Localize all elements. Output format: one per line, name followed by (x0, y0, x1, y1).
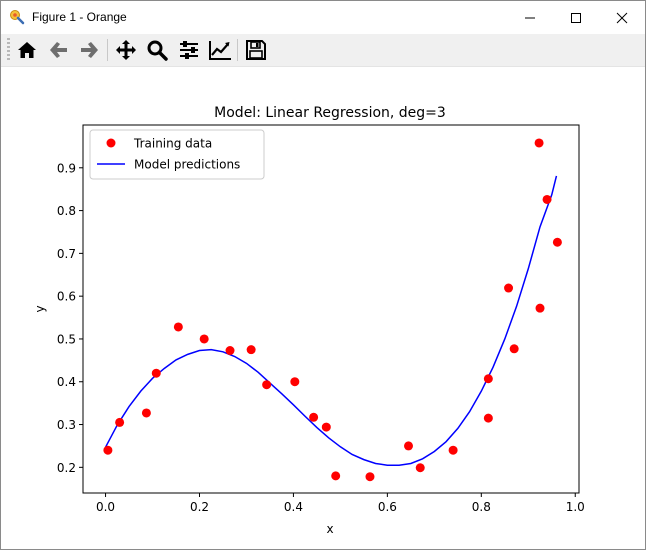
scatter-point (448, 445, 458, 455)
x-axis: 0.0 0.2 0.4 0.6 0.8 1.0 (96, 493, 585, 514)
y-tick-label: 0.8 (57, 204, 76, 218)
axes-background[interactable] (83, 125, 579, 493)
window-title: Figure 1 - Orange (32, 10, 127, 24)
legend-marker-training-data (106, 138, 116, 148)
home-icon (18, 42, 36, 58)
y-tick-label: 0.2 (57, 461, 76, 475)
scatter-point (504, 283, 514, 293)
scatter-point (321, 422, 331, 432)
scatter-point (199, 334, 209, 344)
scatter-point (173, 322, 183, 332)
pan-button[interactable] (113, 37, 139, 63)
close-button[interactable] (599, 1, 645, 34)
back-icon (50, 42, 67, 58)
scatter-point (483, 413, 493, 423)
scatter-point (509, 344, 519, 354)
legend-label-training-data: Training data (133, 137, 212, 151)
pan-icon (116, 40, 136, 60)
x-tick-label: 0.2 (190, 500, 209, 514)
scatter-point (103, 445, 113, 455)
scatter-point (225, 346, 235, 356)
edit-axis-button[interactable] (206, 37, 232, 63)
scatter-point (262, 380, 272, 390)
app-logo-icon (9, 9, 25, 25)
scatter-point (246, 345, 256, 355)
y-tick-label: 0.4 (57, 375, 76, 389)
y-tick-label: 0.9 (57, 161, 76, 175)
scatter-point (115, 417, 125, 427)
x-tick-label: 0.6 (378, 500, 397, 514)
zoom-icon (147, 40, 168, 61)
legend[interactable]: Training data Model predictions (89, 129, 265, 180)
scatter-point (141, 408, 151, 418)
zoom-button[interactable] (144, 37, 170, 63)
scatter-point (309, 412, 319, 422)
axes-frame (82, 124, 580, 494)
save-button[interactable] (243, 37, 269, 63)
y-tick-label: 0.7 (57, 247, 76, 261)
back-button[interactable] (46, 37, 72, 63)
scatter-point (404, 441, 413, 451)
toolbar-separator (237, 39, 238, 61)
y-tick-label: 0.6 (57, 290, 76, 304)
scatter-point (535, 303, 545, 313)
chart-svg: Model: Linear Regression, deg=3 0.0 0.2 0.… (33, 105, 585, 536)
scatter-point (331, 471, 341, 481)
scatter-point (542, 194, 552, 204)
minimize-icon (525, 17, 535, 19)
maximize-button[interactable] (553, 1, 599, 34)
subplots-icon (180, 41, 198, 59)
legend-box (89, 129, 265, 180)
scatter-point (483, 374, 493, 384)
y-tick-label: 0.5 (57, 332, 76, 346)
y-axis: 0.2 0.3 0.4 0.5 0.6 0.7 0.8 0.9 (57, 161, 83, 475)
x-tick-label: 1.0 (566, 500, 585, 514)
close-icon (616, 12, 628, 24)
x-tick-label: 0.8 (472, 500, 491, 514)
scatter-points (103, 138, 562, 482)
save-icon (246, 40, 266, 60)
toolbar-separator (107, 39, 108, 61)
maximize-icon (571, 13, 581, 23)
x-tick-label: 0.4 (284, 500, 303, 514)
x-axis-label: x (326, 522, 333, 536)
toolbar-grip[interactable] (7, 38, 10, 62)
chart-title: Model: Linear Regression, deg=3 (214, 105, 446, 121)
scatter-point (365, 472, 375, 482)
y-axis-label: y (33, 305, 47, 312)
minimize-button[interactable] (507, 1, 553, 34)
navigation-toolbar (1, 34, 645, 67)
forward-icon (81, 42, 98, 58)
scatter-point (552, 237, 562, 247)
legend-label-model-predictions: Model predictions (134, 158, 240, 172)
figure-canvas[interactable]: Model: Linear Regression, deg=3 0.0 0.2 0.… (1, 67, 645, 549)
x-tick-label: 0.0 (96, 500, 115, 514)
scatter-point (415, 463, 425, 473)
forward-button[interactable] (76, 37, 102, 63)
subplots-button[interactable] (176, 37, 202, 63)
title-bar[interactable]: Figure 1 - Orange (1, 1, 645, 34)
edit-axis-icon (209, 41, 231, 60)
scatter-point (290, 377, 300, 387)
y-tick-label: 0.3 (57, 418, 76, 432)
scatter-point (151, 368, 161, 378)
home-button[interactable] (14, 37, 40, 63)
scatter-point (534, 138, 544, 148)
